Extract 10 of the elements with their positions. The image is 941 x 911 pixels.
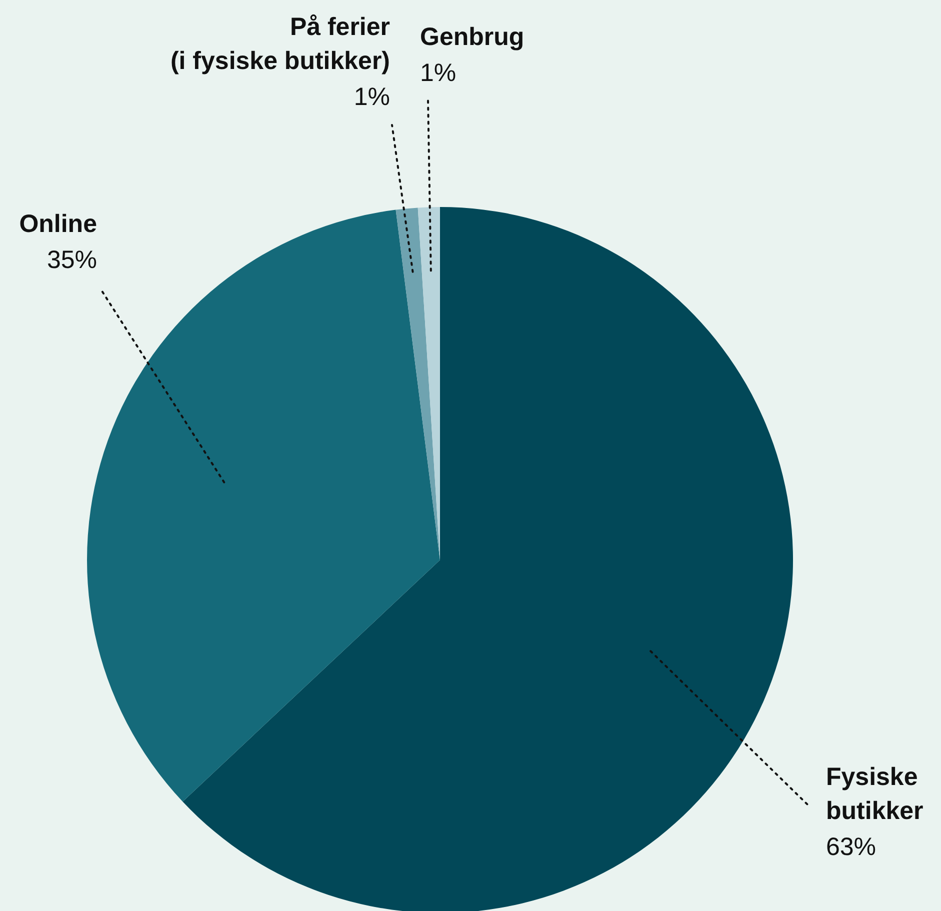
slice-label: Genbrug bbox=[420, 23, 524, 51]
pie-slice bbox=[182, 207, 793, 911]
slice-label: Fysiske butikker bbox=[826, 763, 924, 825]
slice-label: På ferier (i fysiske butikker) bbox=[170, 13, 390, 75]
data-label: 1% bbox=[354, 83, 390, 111]
slice-label: Online bbox=[19, 210, 98, 238]
pie-slice bbox=[396, 208, 440, 560]
data-label: 35% bbox=[46, 246, 97, 274]
data-label: 63% bbox=[826, 833, 876, 861]
data-label: 1% bbox=[420, 59, 456, 87]
